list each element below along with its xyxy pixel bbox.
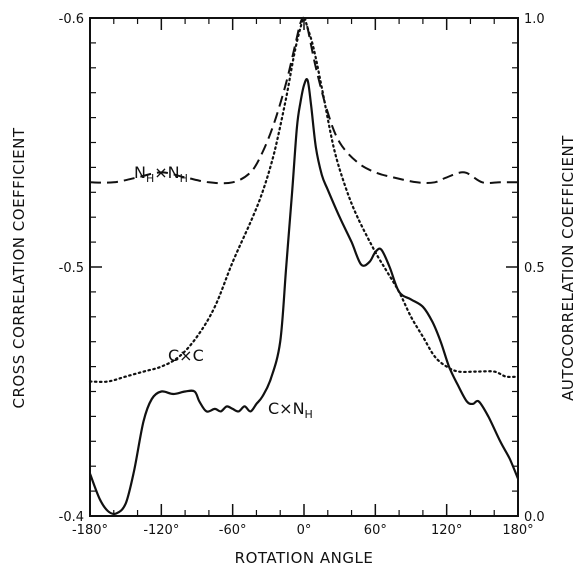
plot-frame [89, 17, 519, 517]
right-tick-label: 0.5 [524, 261, 545, 276]
series-label-nh-op: × [154, 163, 167, 182]
series-label-nh-sub-2: H [180, 172, 188, 185]
left-axis-label: CROSS CORRELATION COEFFICIENT [10, 127, 28, 408]
series-label-nh-main-2: N [168, 163, 180, 182]
series-label-cnh-sub: H [305, 408, 313, 421]
x-tick-label: 120° [431, 523, 462, 538]
series-line-c-x-nh [88, 78, 520, 516]
left-tick-label: -0.5 [59, 261, 84, 276]
series [88, 16, 520, 516]
series-line-c-x-c [88, 16, 520, 383]
series-label-cc-op: ×C [179, 346, 204, 365]
x-tick-label: 0° [297, 523, 312, 538]
series-line-nh-x-nh [89, 16, 518, 185]
ticks [89, 17, 519, 517]
right-axis-label: AUTOCORRELATION COEFFICIENT [559, 135, 577, 401]
series-label-cc-main: C [168, 346, 179, 365]
x-tick-label: 180° [502, 523, 533, 538]
series-label-nh-main-1: N [134, 163, 146, 182]
tick-labels: -180° -120° -60° 0° 60° 120° 180° -0.6 -0.5 -0.4 1… [59, 12, 545, 538]
left-tick-label: -0.4 [59, 510, 84, 525]
x-tick-label: 60° [364, 523, 387, 538]
series-label-cnh-main: C×N [268, 399, 305, 418]
x-tick-label: -60° [219, 523, 247, 538]
axes [89, 17, 519, 517]
series-label-nh-x-nh: NH×NH [134, 163, 188, 185]
right-tick-label: 1.0 [524, 12, 545, 27]
series-label-c-x-c: C×C [168, 346, 204, 365]
x-axis-label: ROTATION ANGLE [235, 549, 374, 567]
left-tick-label: -0.6 [59, 12, 84, 27]
right-tick-label: 0.0 [524, 510, 545, 525]
series-label-nh-sub-1: H [146, 172, 154, 185]
x-tick-label: -120° [143, 523, 179, 538]
series-label-c-x-nh: C×NH [268, 399, 313, 421]
x-tick-label: -180° [72, 523, 108, 538]
